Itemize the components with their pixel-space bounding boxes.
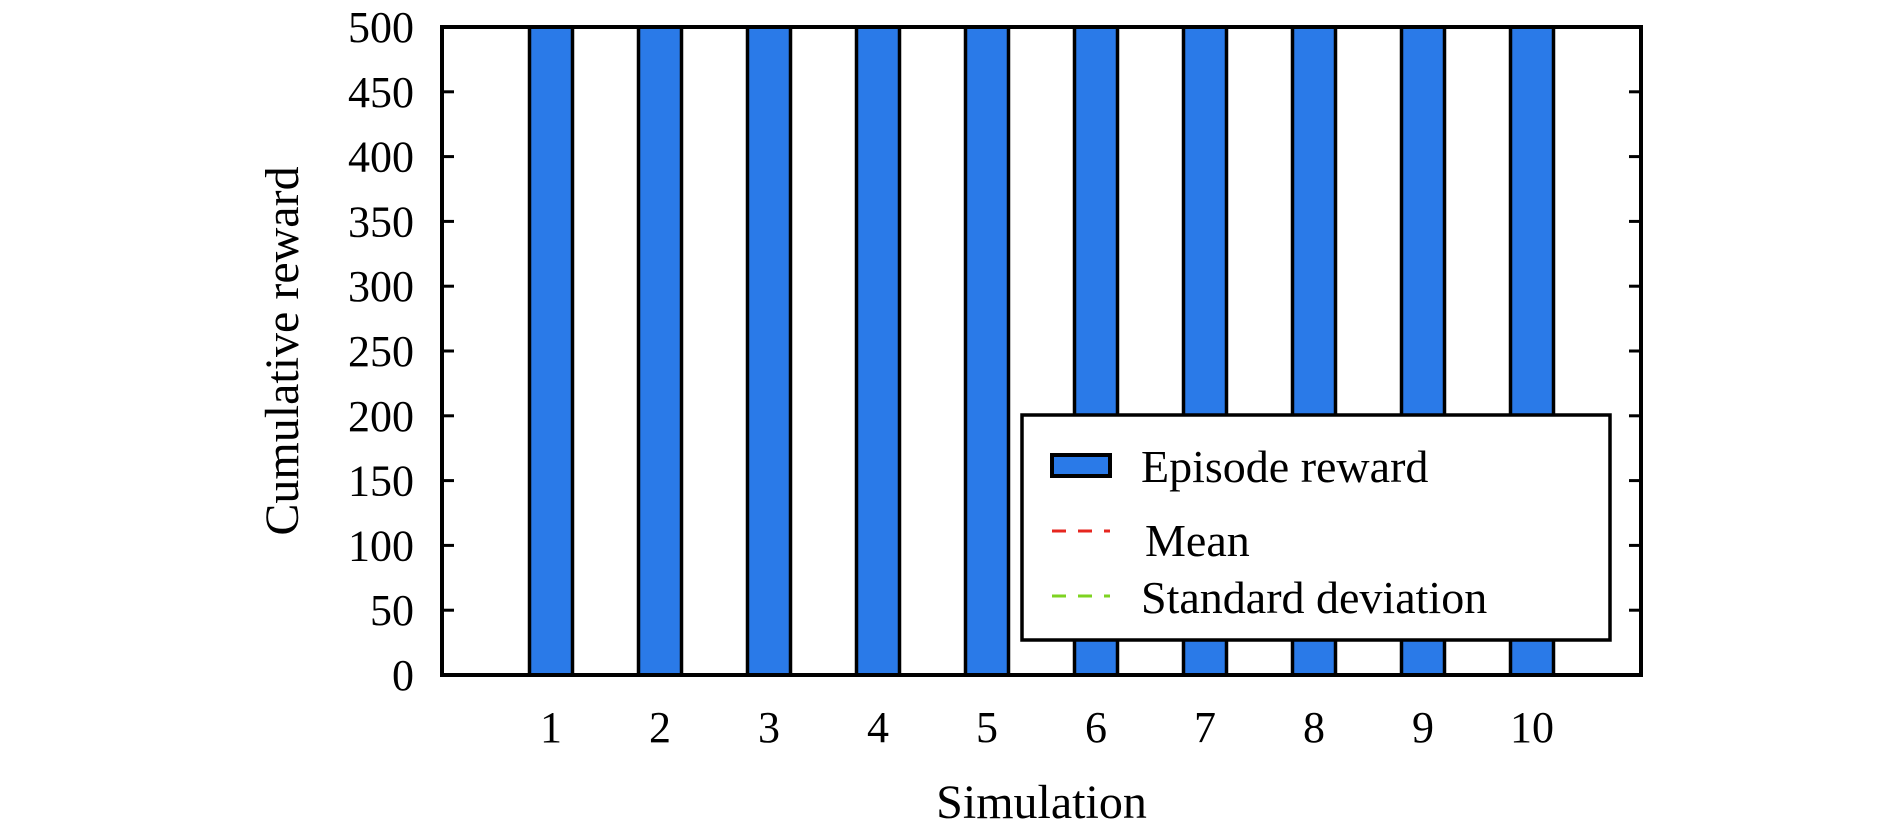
legend: Episode reward Mean Standard deviation bbox=[1020, 413, 1612, 642]
y-tick-label: 50 bbox=[370, 586, 414, 635]
y-axis-label: Cumulative reward bbox=[256, 166, 309, 535]
bar bbox=[854, 25, 902, 677]
x-tick-label: 7 bbox=[1194, 703, 1216, 752]
x-tick-label: 4 bbox=[867, 703, 889, 752]
bar bbox=[963, 25, 1011, 677]
y-tick-label: 250 bbox=[348, 327, 414, 376]
x-axis-ticks: 1 2 3 4 5 6 7 8 9 10 bbox=[540, 703, 1554, 752]
bar bbox=[527, 25, 575, 677]
y-tick-label: 400 bbox=[348, 133, 414, 182]
bar bbox=[636, 25, 684, 677]
x-tick-label: 5 bbox=[976, 703, 998, 752]
y-tick-label: 150 bbox=[348, 457, 414, 506]
plot-frame bbox=[440, 25, 1643, 677]
y-tick-label: 0 bbox=[392, 651, 414, 700]
x-tick-label: 6 bbox=[1085, 703, 1107, 752]
legend-swatch-episode-reward bbox=[1050, 453, 1112, 478]
y-tick-label: 350 bbox=[348, 197, 414, 246]
x-tick-label: 9 bbox=[1412, 703, 1434, 752]
y-tick-label: 450 bbox=[348, 68, 414, 117]
x-tick-label: 2 bbox=[649, 703, 671, 752]
legend-box bbox=[1020, 413, 1612, 642]
legend-label-mean: Mean bbox=[1145, 515, 1250, 566]
y-tick-label: 100 bbox=[348, 521, 414, 570]
legend-label-episode-reward: Episode reward bbox=[1141, 441, 1428, 492]
x-tick-label: 3 bbox=[758, 703, 780, 752]
y-tick-label: 200 bbox=[348, 392, 414, 441]
x-axis-label: Simulation bbox=[936, 776, 1147, 829]
x-tick-label: 10 bbox=[1510, 703, 1554, 752]
bar bbox=[745, 25, 793, 677]
x-tick-label: 1 bbox=[540, 703, 562, 752]
y-tick-label: 300 bbox=[348, 262, 414, 311]
legend-label-standard-deviation: Standard deviation bbox=[1141, 572, 1487, 623]
y-axis-ticks: 0 50 100 150 200 250 300 350 400 450 500 bbox=[348, 3, 1641, 700]
x-tick-label: 8 bbox=[1303, 703, 1325, 752]
y-tick-label: 500 bbox=[348, 3, 414, 52]
